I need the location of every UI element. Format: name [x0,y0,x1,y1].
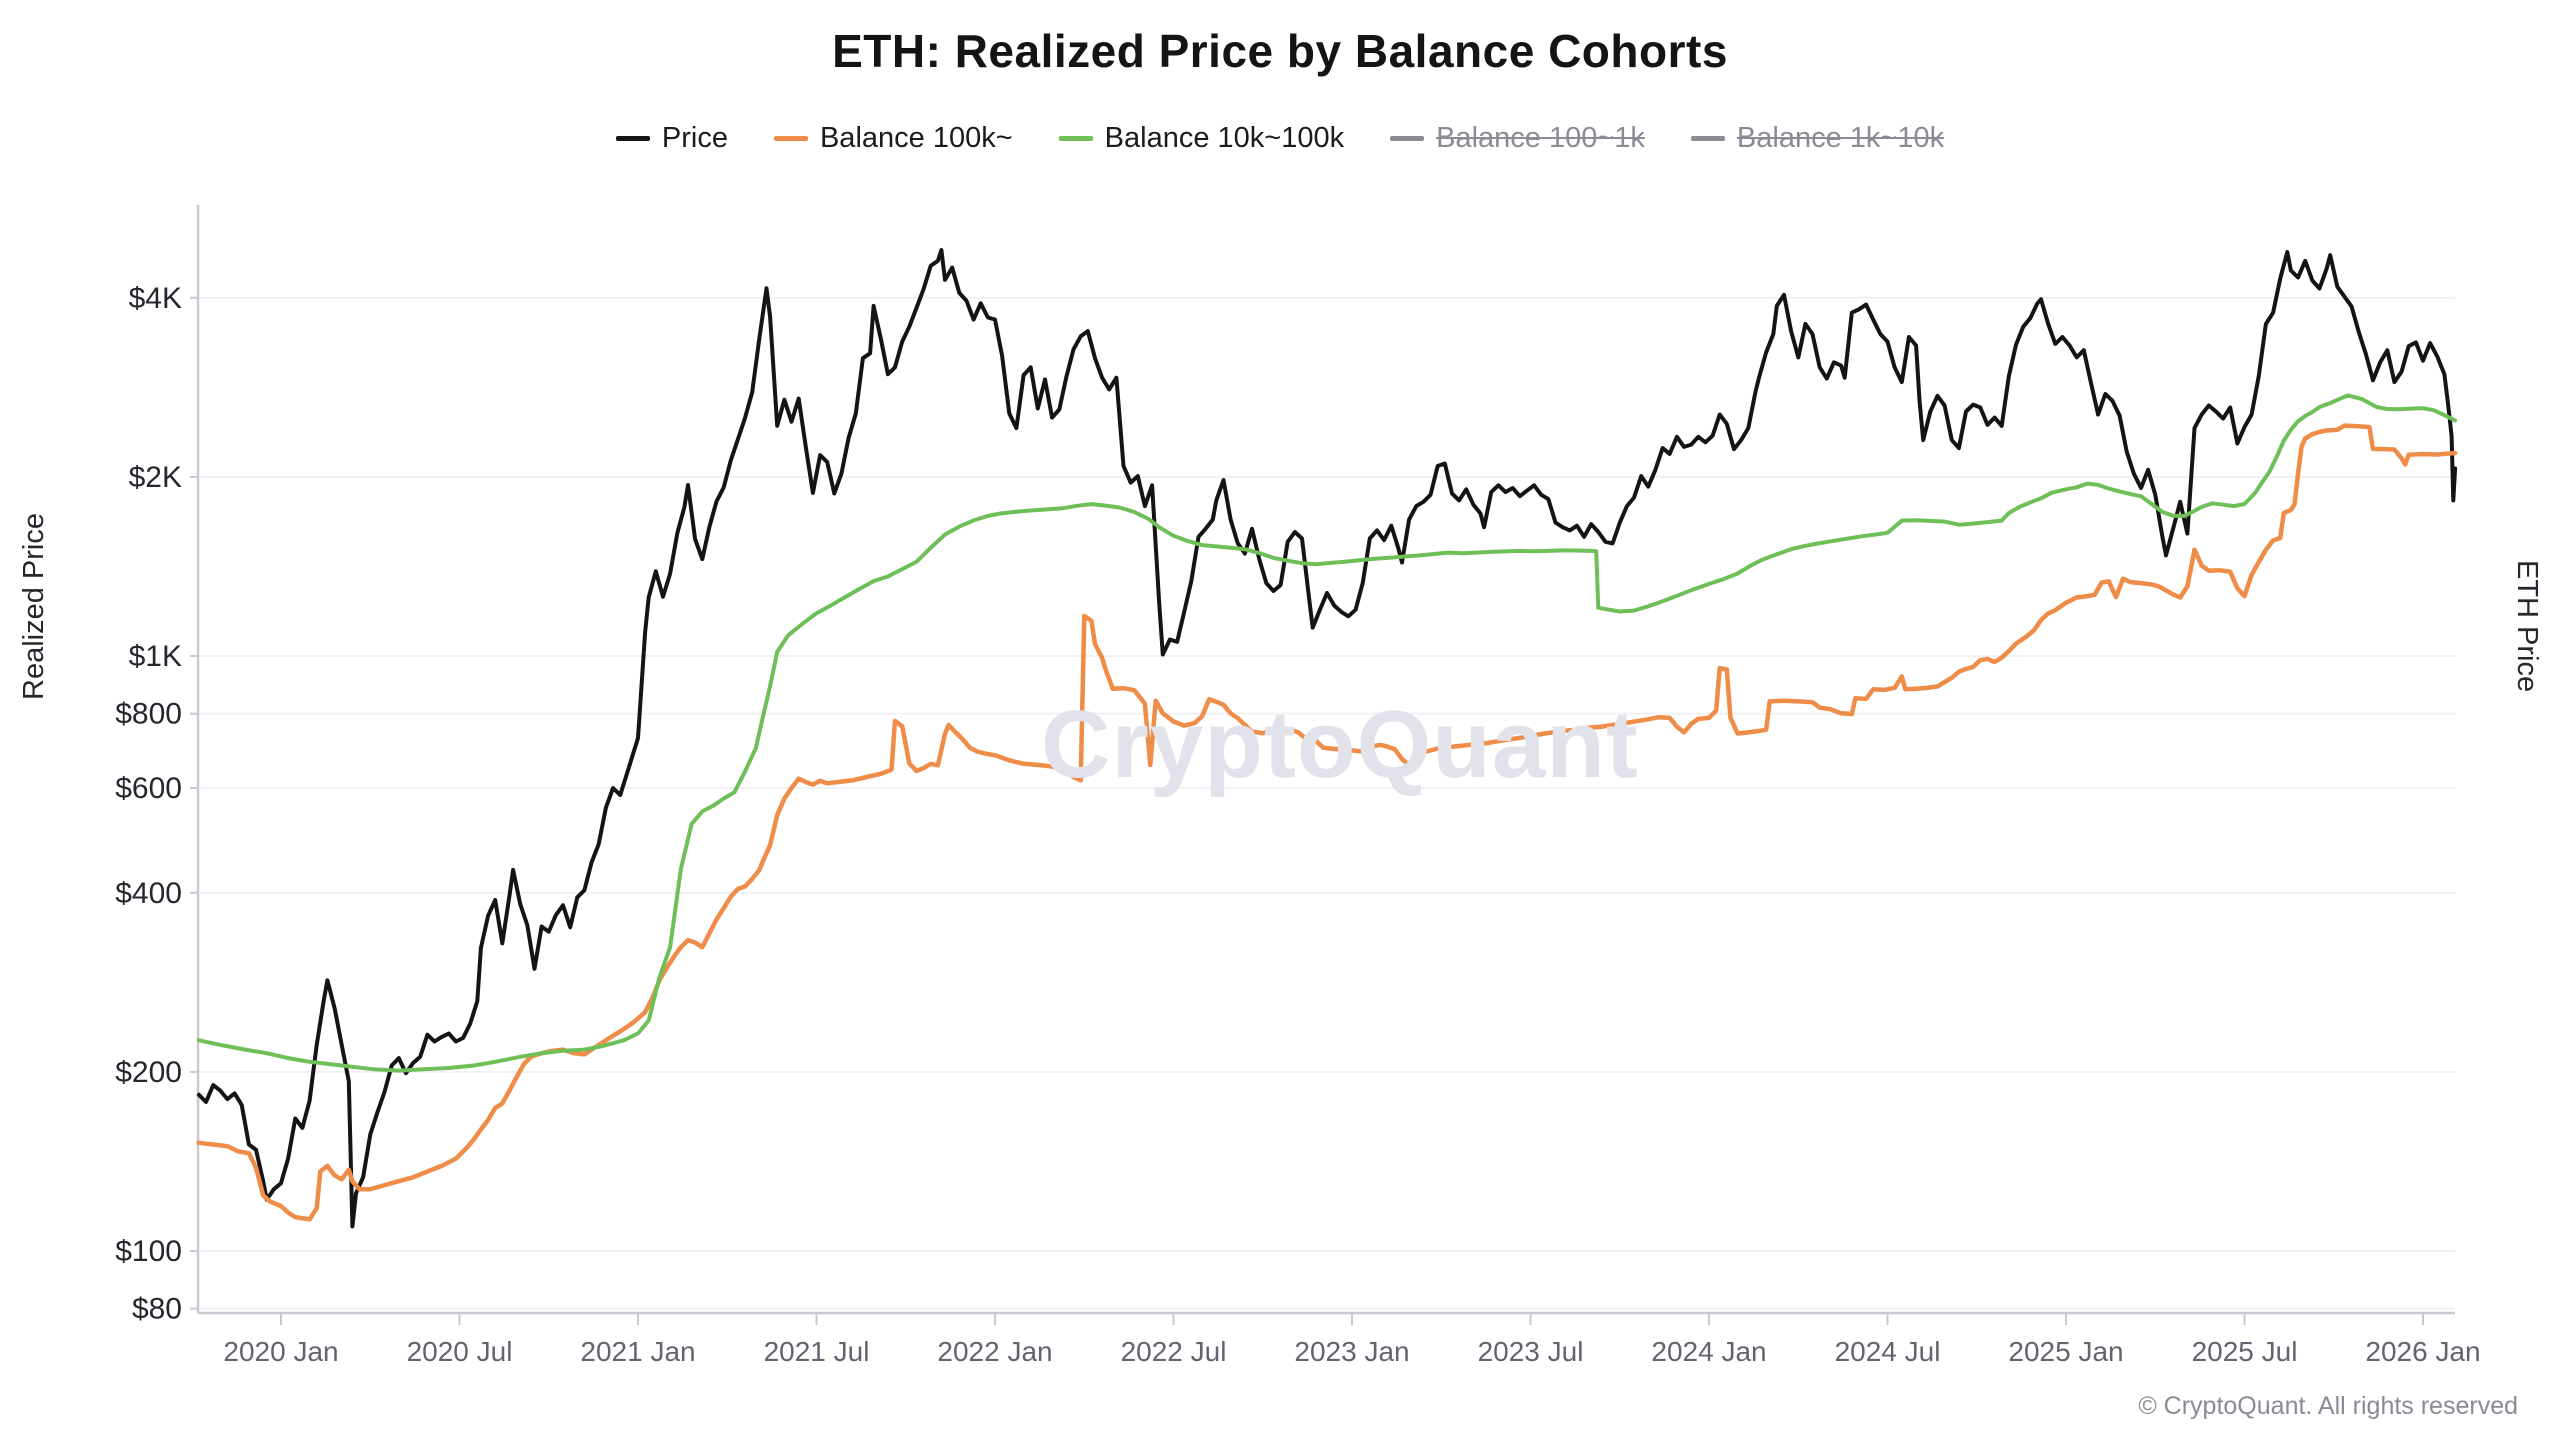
y-axis-title-right: ETH Price [2511,560,2543,693]
legend-swatch-icon [1390,136,1425,141]
x-tick-label: 2026 Jan [2365,1336,2480,1367]
legend-label: Balance 100~1k [1436,122,1645,154]
x-tick-label: 2024 Jan [1651,1336,1766,1367]
series-line-balance-10k-100k[interactable] [196,393,2458,1073]
legend-item-balance-100k-[interactable]: Balance 100k~ [773,122,1013,155]
legend-item-price[interactable]: Price [615,122,728,155]
x-tick-label: 2021 Jul [764,1336,870,1367]
series-line-price[interactable] [196,248,2458,1229]
x-tick-label: 2022 Jan [937,1336,1052,1367]
legend-swatch-icon [615,136,650,141]
x-tick-label: 2023 Jan [1294,1336,1409,1367]
series-line-balance-100k-[interactable] [196,423,2458,1222]
x-tick-label: 2020 Jan [223,1336,338,1367]
y-tick-label: $400 [115,877,182,910]
legend-swatch-icon [1058,136,1093,141]
y-tick-label: $800 [115,698,182,731]
legend-swatch-icon [773,136,808,141]
copyright-footer: © CryptoQuant. All rights reserved [2138,1392,2518,1420]
y-tick-label: $1K [129,640,182,673]
legend-label: Balance 100k~ [819,122,1013,154]
y-tick-label: $80 [132,1293,182,1326]
x-tick-label: 2024 Jul [1835,1336,1941,1367]
x-tick-label: 2021 Jan [580,1336,695,1367]
y-tick-label: $600 [115,772,182,805]
legend-label: Balance 10k~100k [1104,122,1345,154]
y-tick-label: $200 [115,1056,182,1089]
y-tick-label: $100 [115,1235,182,1268]
legend-swatch-icon [1690,136,1725,141]
legend-label: Price [661,122,728,154]
legend-item-balance-1k-10k[interactable]: Balance 1k~10k [1690,122,1945,155]
watermark: CryptoQuant [1041,691,1639,798]
y-tick-label: $4K [129,282,182,315]
x-tick-label: 2025 Jul [2192,1336,2298,1367]
x-tick-label: 2020 Jul [407,1336,513,1367]
x-tick-label: 2023 Jul [1478,1336,1584,1367]
x-tick-label: 2025 Jan [2008,1336,2123,1367]
x-tick-label: 2022 Jul [1121,1336,1227,1367]
legend-item-balance-100-1k[interactable]: Balance 100~1k [1390,122,1645,155]
legend: Price Balance 100k~ Balance 10k~100k Balanc… [0,122,2560,155]
chart-title: ETH: Realized Price by Balance Cohorts [832,25,1728,77]
legend-item-balance-10k-100k[interactable]: Balance 10k~100k [1058,122,1345,155]
y-tick-label: $2K [129,461,182,494]
legend-label: Balance 1k~10k [1736,122,1945,154]
y-axis-title-left: Realized Price [18,513,50,700]
